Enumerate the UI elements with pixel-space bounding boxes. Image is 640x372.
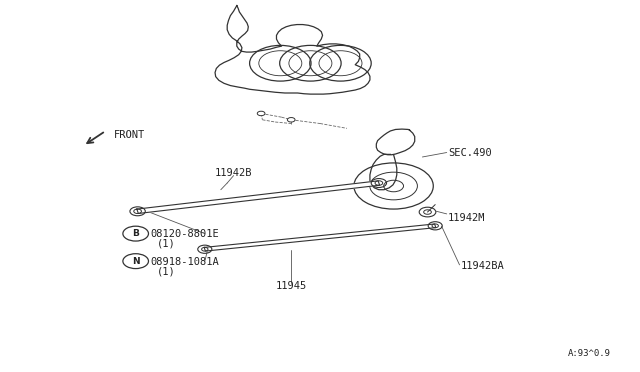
Circle shape	[123, 226, 148, 241]
Polygon shape	[204, 224, 436, 251]
Circle shape	[384, 180, 404, 192]
Text: 11945: 11945	[276, 282, 307, 291]
Text: (1): (1)	[157, 267, 176, 276]
Polygon shape	[376, 129, 415, 155]
Polygon shape	[137, 181, 380, 214]
Text: 11942B: 11942B	[215, 168, 252, 178]
Text: B: B	[132, 229, 139, 238]
Circle shape	[287, 118, 295, 122]
Text: SEC.490: SEC.490	[448, 148, 492, 157]
Polygon shape	[215, 6, 370, 94]
Text: 08120-8801E: 08120-8801E	[150, 230, 219, 239]
Polygon shape	[370, 154, 397, 190]
Circle shape	[123, 254, 148, 269]
Text: 08918-1081A: 08918-1081A	[150, 257, 219, 267]
Circle shape	[257, 111, 265, 116]
Text: N: N	[132, 257, 140, 266]
Text: A:93^0.9: A:93^0.9	[568, 349, 611, 358]
Text: FRONT: FRONT	[114, 130, 145, 140]
Text: (1): (1)	[157, 239, 176, 248]
Text: 11942M: 11942M	[448, 213, 486, 222]
Text: 11942BA: 11942BA	[461, 261, 504, 271]
